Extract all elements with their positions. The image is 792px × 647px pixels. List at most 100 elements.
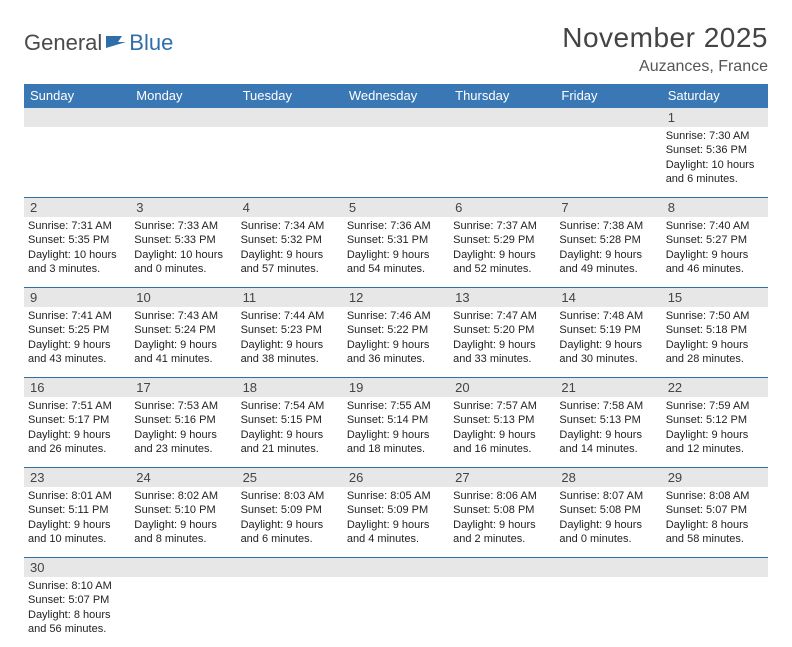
daylight-text: and 43 minutes. (28, 352, 126, 366)
daylight-text: Daylight: 9 hours (241, 428, 339, 442)
sunrise-text: Sunrise: 7:33 AM (134, 219, 232, 233)
sunset-text: Sunset: 5:13 PM (559, 413, 657, 427)
day-number: 11 (237, 288, 343, 307)
daylight-text: Daylight: 9 hours (347, 518, 445, 532)
day-number: 14 (555, 288, 661, 307)
day-number: 15 (662, 288, 768, 307)
sunrise-text: Sunrise: 7:47 AM (453, 309, 551, 323)
sunrise-text: Sunrise: 7:30 AM (666, 129, 764, 143)
daylight-text: and 36 minutes. (347, 352, 445, 366)
dow-cell: Monday (130, 84, 236, 108)
dow-cell: Saturday (662, 84, 768, 108)
daylight-text: and 30 minutes. (559, 352, 657, 366)
weeks-container: 1Sunrise: 7:30 AMSunset: 5:36 PMDaylight… (24, 108, 768, 647)
daylight-text: and 26 minutes. (28, 442, 126, 456)
sunrise-text: Sunrise: 8:07 AM (559, 489, 657, 503)
daynum-row: 23242526272829 (24, 468, 768, 487)
day-cell (662, 577, 768, 647)
daylight-text: and 28 minutes. (666, 352, 764, 366)
sunrise-text: Sunrise: 7:59 AM (666, 399, 764, 413)
daylight-text: Daylight: 10 hours (666, 158, 764, 172)
day-number: 21 (555, 378, 661, 397)
week-row: Sunrise: 8:10 AMSunset: 5:07 PMDaylight:… (24, 577, 768, 647)
daylight-text: and 3 minutes. (28, 262, 126, 276)
sunset-text: Sunset: 5:11 PM (28, 503, 126, 517)
day-cell: Sunrise: 7:48 AMSunset: 5:19 PMDaylight:… (555, 307, 661, 377)
daylight-text: Daylight: 9 hours (347, 428, 445, 442)
daylight-text: Daylight: 9 hours (134, 338, 232, 352)
sunrise-text: Sunrise: 7:58 AM (559, 399, 657, 413)
sunrise-text: Sunrise: 7:54 AM (241, 399, 339, 413)
day-cell (237, 127, 343, 197)
sunset-text: Sunset: 5:08 PM (453, 503, 551, 517)
day-number (237, 108, 343, 127)
day-number: 22 (662, 378, 768, 397)
daylight-text: and 58 minutes. (666, 532, 764, 546)
sunset-text: Sunset: 5:33 PM (134, 233, 232, 247)
sunrise-text: Sunrise: 7:40 AM (666, 219, 764, 233)
day-number: 6 (449, 198, 555, 217)
day-cell: Sunrise: 8:03 AMSunset: 5:09 PMDaylight:… (237, 487, 343, 557)
sunset-text: Sunset: 5:23 PM (241, 323, 339, 337)
sunrise-text: Sunrise: 7:57 AM (453, 399, 551, 413)
sunset-text: Sunset: 5:22 PM (347, 323, 445, 337)
day-number: 3 (130, 198, 236, 217)
sunrise-text: Sunrise: 7:53 AM (134, 399, 232, 413)
day-number: 25 (237, 468, 343, 487)
daylight-text: and 14 minutes. (559, 442, 657, 456)
location-label: Auzances, France (562, 58, 768, 76)
day-cell: Sunrise: 7:57 AMSunset: 5:13 PMDaylight:… (449, 397, 555, 467)
daylight-text: Daylight: 9 hours (559, 428, 657, 442)
day-cell: Sunrise: 7:34 AMSunset: 5:32 PMDaylight:… (237, 217, 343, 287)
sunset-text: Sunset: 5:24 PM (134, 323, 232, 337)
week-row: Sunrise: 7:31 AMSunset: 5:35 PMDaylight:… (24, 217, 768, 288)
dow-cell: Tuesday (237, 84, 343, 108)
day-cell: Sunrise: 7:43 AMSunset: 5:24 PMDaylight:… (130, 307, 236, 377)
sunrise-text: Sunrise: 8:01 AM (28, 489, 126, 503)
daylight-text: Daylight: 9 hours (666, 338, 764, 352)
sunrise-text: Sunrise: 7:51 AM (28, 399, 126, 413)
daylight-text: and 10 minutes. (28, 532, 126, 546)
week-row: Sunrise: 7:30 AMSunset: 5:36 PMDaylight:… (24, 127, 768, 198)
sunrise-text: Sunrise: 7:34 AM (241, 219, 339, 233)
sunrise-text: Sunrise: 7:48 AM (559, 309, 657, 323)
day-cell: Sunrise: 8:01 AMSunset: 5:11 PMDaylight:… (24, 487, 130, 557)
dow-cell: Sunday (24, 84, 130, 108)
sunrise-text: Sunrise: 7:46 AM (347, 309, 445, 323)
sunset-text: Sunset: 5:07 PM (28, 593, 126, 607)
sunset-text: Sunset: 5:29 PM (453, 233, 551, 247)
day-cell (449, 127, 555, 197)
day-number: 30 (24, 558, 130, 577)
daylight-text: Daylight: 9 hours (241, 248, 339, 262)
day-cell: Sunrise: 7:33 AMSunset: 5:33 PMDaylight:… (130, 217, 236, 287)
daynum-row: 30 (24, 558, 768, 577)
day-cell: Sunrise: 7:44 AMSunset: 5:23 PMDaylight:… (237, 307, 343, 377)
day-number (24, 108, 130, 127)
sunset-text: Sunset: 5:15 PM (241, 413, 339, 427)
sunrise-text: Sunrise: 7:36 AM (347, 219, 445, 233)
day-cell (130, 127, 236, 197)
day-number (555, 558, 661, 577)
day-cell (343, 577, 449, 647)
sunrise-text: Sunrise: 8:06 AM (453, 489, 551, 503)
day-cell (555, 127, 661, 197)
daynum-row: 9101112131415 (24, 288, 768, 307)
sunset-text: Sunset: 5:27 PM (666, 233, 764, 247)
sunset-text: Sunset: 5:17 PM (28, 413, 126, 427)
logo: General Blue (24, 22, 173, 56)
daylight-text: and 57 minutes. (241, 262, 339, 276)
daylight-text: Daylight: 9 hours (347, 338, 445, 352)
day-number: 9 (24, 288, 130, 307)
day-number: 26 (343, 468, 449, 487)
header: General Blue November 2025 Auzances, Fra… (24, 22, 768, 76)
daylight-text: Daylight: 9 hours (134, 428, 232, 442)
day-number: 23 (24, 468, 130, 487)
daylight-text: and 46 minutes. (666, 262, 764, 276)
week-row: Sunrise: 7:51 AMSunset: 5:17 PMDaylight:… (24, 397, 768, 468)
daylight-text: Daylight: 10 hours (28, 248, 126, 262)
daylight-text: Daylight: 9 hours (28, 428, 126, 442)
sunrise-text: Sunrise: 7:41 AM (28, 309, 126, 323)
sunset-text: Sunset: 5:18 PM (666, 323, 764, 337)
daylight-text: and 52 minutes. (453, 262, 551, 276)
sunset-text: Sunset: 5:36 PM (666, 143, 764, 157)
